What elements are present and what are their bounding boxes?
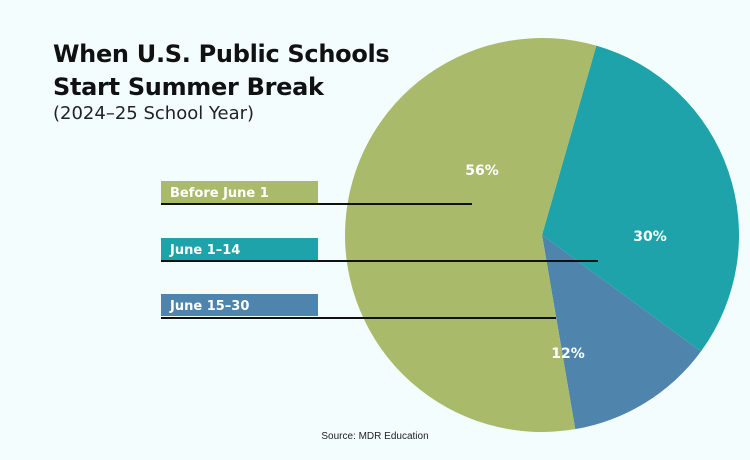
legend-item-1: Before June 1 bbox=[161, 181, 472, 205]
chart-title-line-1: When U.S. Public Schools bbox=[53, 40, 390, 68]
data-label-3: 12% bbox=[551, 346, 585, 362]
legend-swatch-1 bbox=[161, 181, 318, 203]
legend-swatch-2 bbox=[161, 238, 318, 260]
data-label-2: 30% bbox=[633, 229, 667, 245]
pie-slice-3 bbox=[542, 235, 701, 430]
legend-label-3: June 15–30 bbox=[169, 299, 249, 314]
pie-slices bbox=[344, 37, 739, 432]
data-labels: 56% 30% 12% bbox=[465, 163, 667, 362]
legend-item-2: June 1–14 bbox=[161, 238, 598, 262]
legend-item-3: June 15–30 bbox=[161, 294, 556, 319]
legend-label-2: June 1–14 bbox=[169, 243, 240, 258]
source-note: Source: MDR Education bbox=[321, 431, 429, 442]
data-label-1: 56% bbox=[465, 163, 499, 179]
pie-slice-1 bbox=[344, 37, 597, 432]
legend-label-1: Before June 1 bbox=[170, 186, 269, 201]
pie-slice-2 bbox=[542, 45, 739, 352]
chart-title: When U.S. Public Schools Start Summer Br… bbox=[53, 38, 413, 104]
chart-subtitle: (2024–25 School Year) bbox=[53, 103, 255, 124]
chart-title-line-2: Start Summer Break bbox=[53, 73, 324, 101]
legend-swatch-3 bbox=[161, 294, 318, 316]
legend: Before June 1 June 1–14 June 15–30 bbox=[161, 181, 598, 319]
